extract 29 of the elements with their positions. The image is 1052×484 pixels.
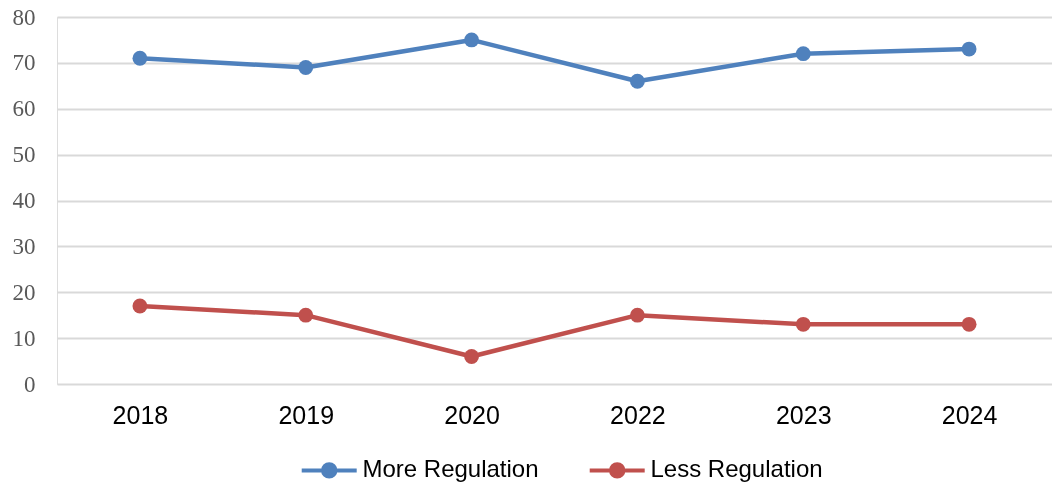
y-tick-label: 80 — [12, 4, 36, 30]
point — [795, 316, 811, 332]
y-tick-label: 30 — [12, 233, 36, 259]
x-tick-label: 2019 — [278, 400, 335, 429]
x-tick-label: 2020 — [444, 400, 500, 429]
point — [795, 46, 811, 62]
point — [630, 73, 645, 89]
y-tick-label: 20 — [12, 279, 36, 305]
x-tick-label: 2023 — [775, 400, 832, 429]
point — [132, 50, 148, 66]
point — [464, 349, 479, 364]
y-tick-label: 40 — [12, 188, 36, 213]
x-tick-label: 2018 — [112, 400, 169, 429]
point — [298, 307, 314, 323]
point — [961, 316, 977, 332]
y-tick-label: 10 — [12, 325, 36, 351]
y-tick-label: 60 — [12, 96, 36, 122]
y-tick-label: 0 — [24, 371, 36, 397]
point — [132, 298, 148, 314]
y-tick-label: 50 — [12, 142, 36, 168]
point — [961, 41, 977, 57]
legend-label: More Regulation — [362, 455, 539, 483]
legend-label: Less Regulation — [650, 455, 823, 483]
point — [630, 307, 645, 323]
point — [464, 32, 479, 48]
x-tick-label: 2022 — [610, 400, 666, 429]
point — [298, 60, 314, 75]
x-tick-label: 2024 — [941, 400, 998, 429]
y-tick-label: 70 — [12, 50, 36, 76]
